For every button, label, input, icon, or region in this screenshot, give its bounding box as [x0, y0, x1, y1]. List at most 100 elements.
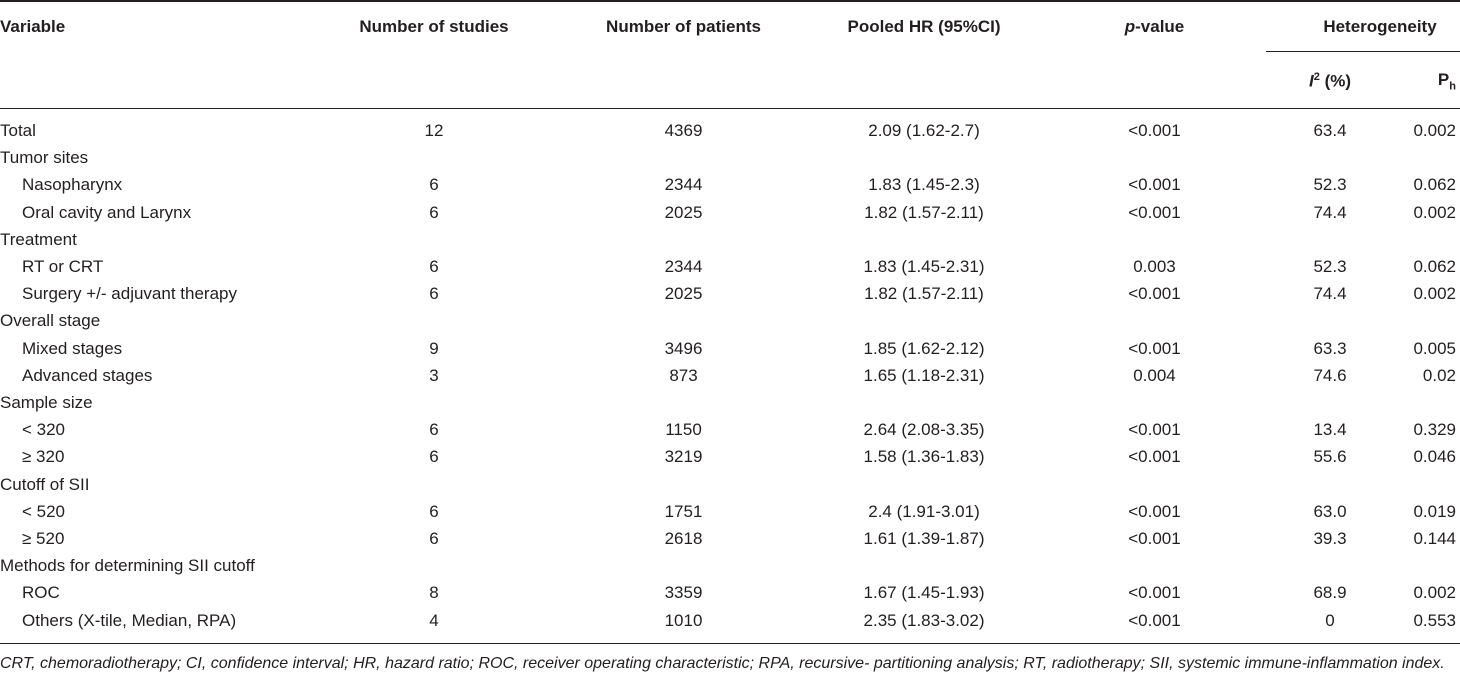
cell-patients: 4369	[664, 121, 703, 140]
cell-studies: 6	[429, 529, 439, 549]
cell-i2: 74.4	[1313, 202, 1347, 222]
cell-studies: 8	[429, 583, 439, 603]
cell-i2: 63.3	[1313, 338, 1347, 358]
table-row: Mixed stages 9 3496 1.85 (1.62-2.12) <0.001 6…	[0, 335, 1460, 362]
cell-variable: Mixed stages	[22, 338, 123, 358]
cell-ph: 0.062	[1413, 257, 1456, 277]
cell-ph: 0.005	[1413, 338, 1456, 358]
cell-studies: 6	[429, 175, 439, 195]
cell-p-value: <0.001	[1128, 447, 1181, 467]
cell-patients: 3359	[664, 583, 703, 603]
cell-i2: 52.3	[1313, 175, 1347, 195]
table-row: Total 12 4369 2.09 (1.62-2.7) <0.001 63.4 0.00…	[0, 117, 1460, 144]
header-variable: Variable	[0, 17, 66, 36]
cell-ph: 0.002	[1413, 202, 1456, 222]
group-label: Cutoff of SII	[0, 474, 90, 494]
cell-pooled-hr: 1.65 (1.18-2.31)	[863, 365, 985, 385]
cell-i2: 68.9	[1313, 583, 1347, 603]
cell-p-value: <0.001	[1128, 420, 1181, 440]
top-rule	[0, 0, 1460, 2]
header-pooled-hr: Pooled HR (95%CI)	[847, 17, 1001, 36]
cell-ph: 0.329	[1413, 420, 1456, 440]
table-footnote: CRT, chemoradiotherapy; CI, confidence i…	[0, 655, 1445, 672]
header-p-value: p-value	[1124, 17, 1185, 36]
cell-variable: ROC	[22, 583, 60, 603]
cell-p-value: <0.001	[1128, 501, 1181, 521]
table-row: < 520 6 1751 2.4 (1.91-3.01) <0.001 63.0 0.019	[0, 498, 1460, 525]
cell-studies: 6	[429, 420, 439, 440]
cell-p-value: <0.001	[1128, 583, 1181, 603]
cell-i2: 63.4	[1313, 121, 1347, 140]
cell-pooled-hr: 1.58 (1.36-1.83)	[863, 447, 985, 467]
cell-i2: 74.4	[1313, 284, 1347, 304]
cell-variable: RT or CRT	[22, 257, 104, 277]
group-header-row: Treatment	[0, 226, 1460, 253]
table-row: < 320 6 1150 2.64 (2.08-3.35) <0.001 13.4 0.32…	[0, 416, 1460, 443]
cell-pooled-hr: 1.83 (1.45-2.31)	[863, 257, 985, 277]
cell-p-value: <0.001	[1128, 121, 1181, 140]
cell-pooled-hr: 2.4 (1.91-3.01)	[868, 501, 980, 521]
cell-ph: 0.002	[1413, 583, 1456, 603]
header-ph: Ph	[1437, 69, 1456, 93]
table-row: Advanced stages 3 873 1.65 (1.18-2.31) 0.004…	[0, 362, 1460, 389]
cell-variable: Nasopharynx	[22, 175, 123, 195]
group-label: Treatment	[0, 229, 77, 249]
cell-i2: 63.0	[1313, 501, 1347, 521]
cell-studies: 6	[429, 284, 439, 304]
group-label: Methods for determining SII cutoff	[0, 556, 255, 576]
cell-i2: 0	[1325, 610, 1335, 630]
cell-patients: 2025	[664, 202, 703, 222]
cell-p-value: <0.001	[1128, 202, 1181, 222]
cell-variable: < 520	[22, 501, 66, 521]
table-row: RT or CRT 6 2344 1.83 (1.45-2.31) 0.003 52.3 0…	[0, 253, 1460, 280]
cell-variable: Total	[0, 121, 36, 140]
cell-p-value: <0.001	[1128, 338, 1181, 358]
cell-studies: 6	[429, 202, 439, 222]
cell-p-value: 0.004	[1133, 365, 1176, 385]
group-header-row: Sample size	[0, 389, 1460, 416]
cell-studies: 12	[424, 121, 444, 140]
cell-pooled-hr: 1.83 (1.45-2.3)	[868, 175, 980, 195]
cell-ph: 0.144	[1413, 529, 1456, 549]
cell-pooled-hr: 2.09 (1.62-2.7)	[868, 121, 980, 140]
cell-variable: Others (X-tile, Median, RPA)	[22, 610, 237, 630]
cell-patients: 3496	[664, 338, 703, 358]
cell-patients: 873	[669, 365, 698, 385]
cell-patients: 2618	[664, 529, 703, 549]
cell-studies: 3	[429, 365, 439, 385]
cell-variable: < 320	[22, 420, 66, 440]
cell-patients: 2025	[664, 284, 703, 304]
cell-patients: 1010	[664, 610, 703, 630]
cell-ph: 0.002	[1413, 121, 1456, 140]
group-header-row: Methods for determining SII cutoff	[0, 552, 1460, 579]
cell-pooled-hr: 2.64 (2.08-3.35)	[863, 420, 985, 440]
cell-pooled-hr: 1.67 (1.45-1.93)	[863, 583, 985, 603]
cell-ph: 0.553	[1413, 610, 1456, 630]
table-row: ROC 8 3359 1.67 (1.45-1.93) <0.001 68.9 0.002	[0, 579, 1460, 606]
bottom-rule	[0, 643, 1460, 644]
cell-ph: 0.002	[1413, 284, 1456, 304]
cell-i2: 13.4	[1313, 420, 1347, 440]
cell-p-value: <0.001	[1128, 284, 1181, 304]
table-header: Variable Number of studies Number of pat…	[0, 0, 1460, 108]
cell-ph: 0.046	[1413, 447, 1456, 467]
cell-i2: 55.6	[1313, 447, 1347, 467]
header-heterogeneity: Heterogeneity	[1323, 17, 1437, 36]
cell-patients: 3219	[664, 447, 703, 467]
cell-i2: 52.3	[1313, 257, 1347, 277]
cell-patients: 2344	[664, 175, 703, 195]
table-row: ≥ 520 6 2618 1.61 (1.39-1.87) <0.001 39.3 0.14…	[0, 525, 1460, 552]
cell-pooled-hr: 2.35 (1.83-3.02)	[863, 610, 985, 630]
cell-pooled-hr: 1.82 (1.57-2.11)	[864, 202, 984, 222]
cell-variable: Surgery +/- adjuvant therapy	[22, 284, 237, 304]
cell-ph: 0.062	[1413, 175, 1456, 195]
cell-variable: ≥ 320	[22, 447, 65, 467]
cell-ph: 0.02	[1422, 365, 1456, 385]
cell-i2: 74.6	[1313, 365, 1347, 385]
table-body: Total 12 4369 2.09 (1.62-2.7) <0.001 63.4 0.00…	[0, 108, 1460, 634]
group-header-row: Overall stage	[0, 307, 1460, 334]
cell-p-value: 0.003	[1133, 257, 1176, 277]
cell-studies: 6	[429, 447, 439, 467]
group-label: Overall stage	[0, 311, 101, 331]
